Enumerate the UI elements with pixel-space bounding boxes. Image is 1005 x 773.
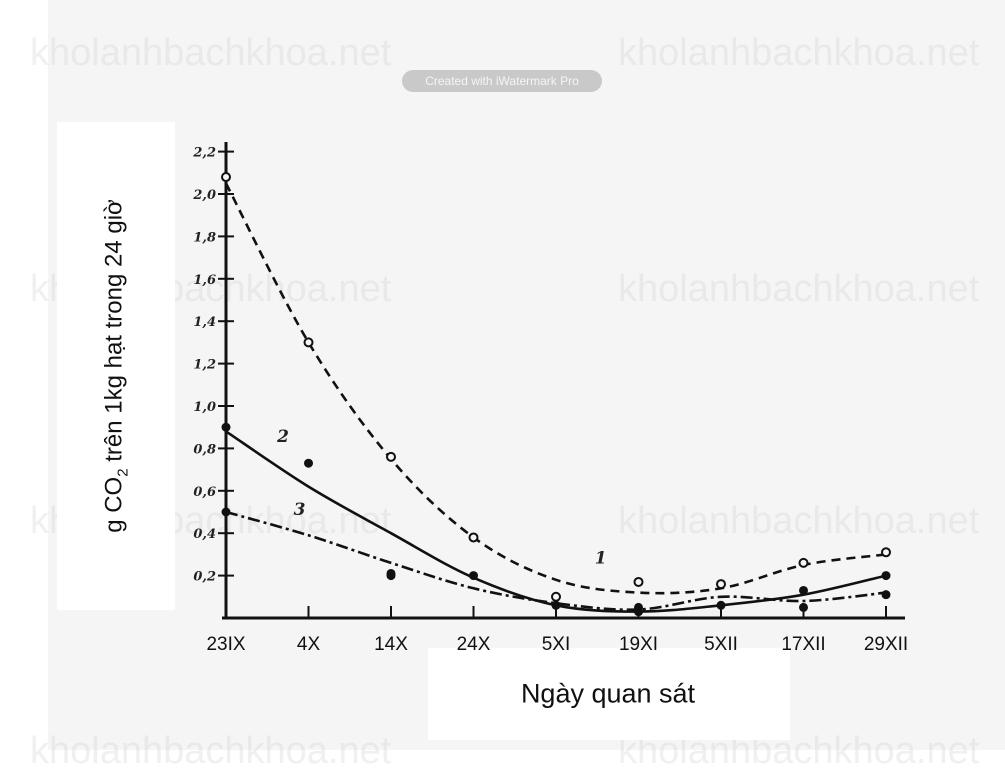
data-point (798, 557, 809, 568)
y-tick-label: 0,2 (193, 570, 216, 585)
data-point (799, 585, 808, 595)
axes (218, 142, 905, 620)
data-point (551, 591, 561, 602)
watermark: kholanhbachkhoa.net (618, 500, 980, 542)
data-point (304, 458, 313, 468)
xlabel-panel (428, 648, 790, 740)
x-tick-label: 23IX (206, 634, 245, 655)
curve-label-1: 1 (595, 549, 607, 569)
curve-label-3: 3 (294, 500, 306, 520)
y-tick-label: 2,0 (192, 188, 216, 203)
data-point (221, 422, 231, 432)
figure-background (48, 0, 1005, 750)
series-3: 3 (221, 500, 891, 617)
watermark-badge: Created with iWatermark Pro (402, 70, 602, 92)
y-tick-label: 1,6 (193, 273, 216, 288)
y-tick-label: 1,4 (193, 315, 216, 330)
series-1: 1 (221, 172, 891, 602)
series-1-line (224, 182, 887, 595)
y-tick-label: 0,6 (193, 485, 216, 500)
ylabel-panel (57, 122, 175, 610)
data-point (799, 602, 808, 612)
data-point (221, 172, 231, 183)
y-tick-label: 0,8 (193, 442, 216, 457)
line-chart: 1 2 3 0,2 0,4 0,6 0,8 1,0 1,2 1,4 1,6 1,8 2,0 2,2 23I… (192, 142, 908, 655)
watermark: kholanhbachkhoa.net (30, 32, 392, 74)
watermark: kholanhbachkhoa.net (618, 268, 980, 310)
y-tick-label: 1,2 (193, 358, 216, 373)
x-tick-label: 19XI (619, 634, 658, 655)
data-point (303, 337, 314, 348)
data-point (551, 600, 561, 610)
data-point (881, 590, 891, 600)
curve-label-2: 2 (276, 427, 289, 447)
data-point (386, 451, 396, 462)
x-tick-label: 5XII (704, 634, 738, 655)
x-tick-label: 17XII (781, 634, 825, 655)
x-axis-label: Ngày quan sát (520, 678, 696, 709)
y-tick-label: 1,8 (193, 230, 216, 245)
x-tick-label: 29XII (864, 634, 908, 655)
data-point (716, 600, 726, 610)
data-point (633, 576, 644, 587)
x-tick-label: 4X (297, 634, 321, 655)
series-2: 2 (221, 422, 891, 613)
x-tick-label: 14X (374, 634, 408, 655)
data-point (634, 607, 643, 617)
y-tick-label: 0,4 (193, 527, 216, 542)
data-point (468, 532, 479, 543)
x-tick-label: 24X (457, 634, 491, 655)
data-point (469, 571, 478, 581)
series-2-line (225, 430, 887, 613)
data-point (221, 507, 231, 517)
page-left-margin (0, 0, 48, 750)
data-point (716, 579, 726, 590)
x-tick-label: 5XI (542, 634, 571, 655)
watermark: kholanhbachkhoa.net (618, 32, 980, 74)
tick-labels: 0,2 0,4 0,6 0,8 1,0 1,2 1,4 1,6 1,8 2,0 2,2 23IX 4X 1… (192, 146, 908, 655)
y-tick-label: 1,0 (193, 400, 216, 415)
data-point (386, 568, 396, 578)
data-point (881, 547, 891, 558)
data-point (881, 571, 891, 581)
y-tick-label: 2,2 (192, 146, 216, 161)
series-layer: 1 2 3 (221, 172, 891, 617)
